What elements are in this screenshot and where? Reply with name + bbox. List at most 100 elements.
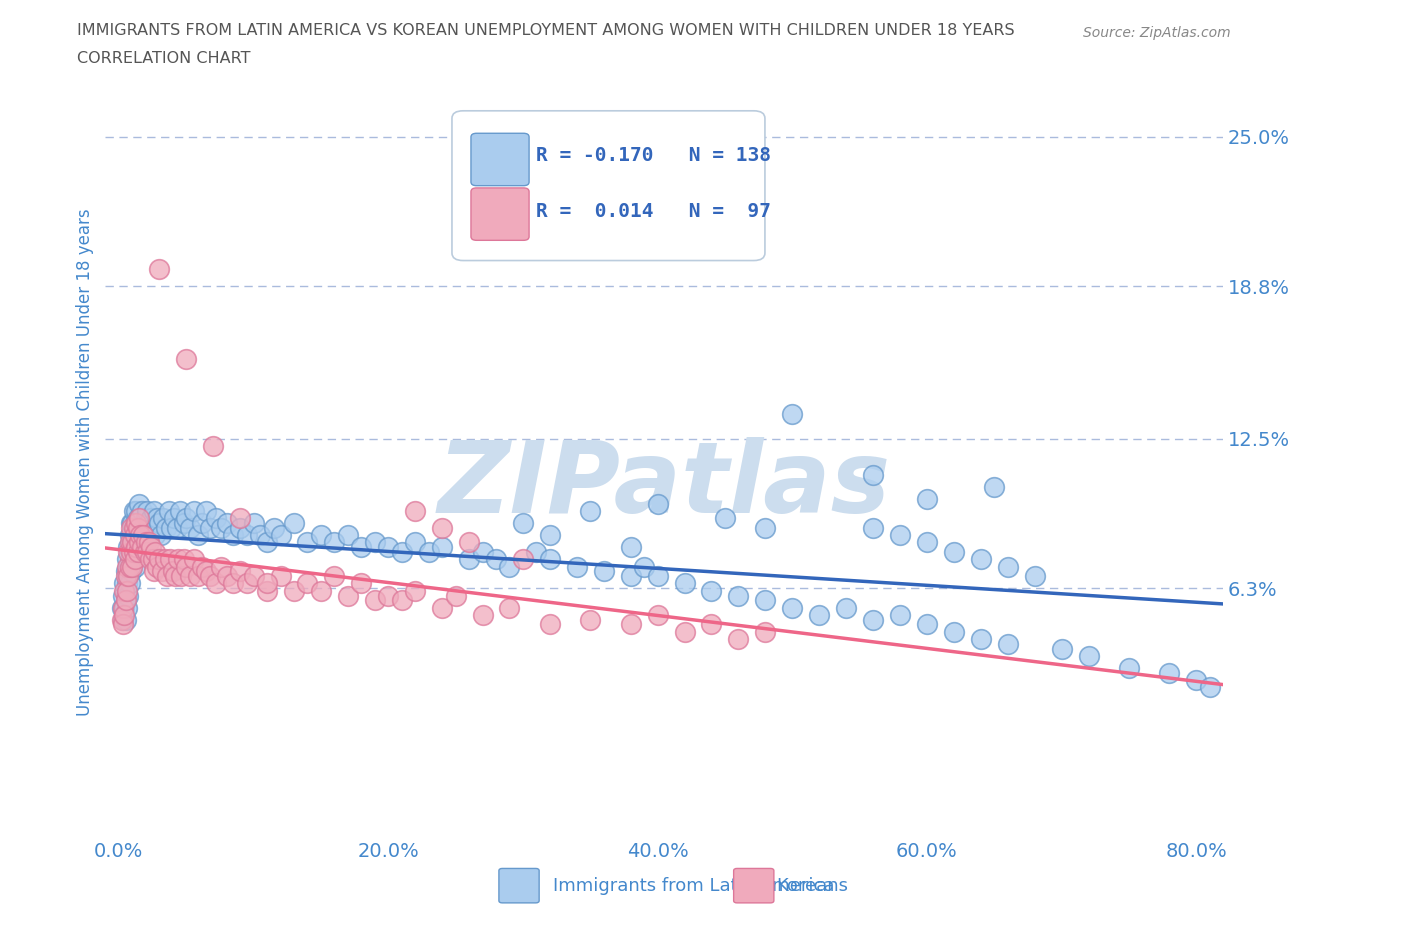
- Point: [1159, 665, 1181, 680]
- Point: [173, 515, 195, 530]
- Point: [131, 503, 153, 518]
- Text: Source: ZipAtlas.com: Source: ZipAtlas.com: [1083, 26, 1230, 40]
- Point: [323, 569, 346, 584]
- Point: [215, 569, 238, 584]
- Point: [142, 551, 165, 566]
- Point: [141, 511, 163, 525]
- Point: [121, 559, 143, 574]
- Point: [256, 576, 278, 591]
- Point: [167, 551, 190, 566]
- Point: [114, 564, 136, 578]
- Point: [780, 600, 803, 615]
- Point: [124, 527, 146, 542]
- Point: [110, 612, 132, 627]
- Point: [404, 583, 426, 598]
- Point: [242, 569, 264, 584]
- Point: [808, 607, 831, 622]
- Point: [1118, 660, 1140, 675]
- Point: [297, 576, 319, 591]
- Point: [256, 535, 278, 550]
- Point: [122, 545, 145, 560]
- Point: [942, 624, 965, 639]
- Point: [364, 593, 387, 608]
- Point: [538, 617, 561, 631]
- Point: [136, 503, 159, 518]
- Point: [498, 559, 520, 574]
- Point: [135, 511, 157, 525]
- Point: [128, 535, 150, 550]
- Point: [526, 545, 548, 560]
- Point: [127, 511, 149, 525]
- Point: [174, 559, 197, 574]
- Point: [187, 569, 209, 584]
- Point: [309, 527, 332, 542]
- Point: [270, 527, 292, 542]
- Point: [111, 588, 134, 603]
- Point: [128, 497, 150, 512]
- Point: [647, 497, 669, 512]
- Point: [112, 583, 135, 598]
- Point: [458, 535, 481, 550]
- Point: [391, 593, 413, 608]
- Text: Koreans: Koreans: [776, 877, 848, 895]
- Point: [112, 576, 135, 591]
- Point: [129, 535, 152, 550]
- Point: [121, 515, 143, 530]
- Point: [889, 607, 911, 622]
- Point: [124, 515, 146, 530]
- Point: [138, 535, 160, 550]
- Point: [160, 521, 183, 536]
- Point: [166, 521, 188, 536]
- Text: IMMIGRANTS FROM LATIN AMERICA VS KOREAN UNEMPLOYMENT AMONG WOMEN WITH CHILDREN U: IMMIGRANTS FROM LATIN AMERICA VS KOREAN …: [77, 23, 1015, 38]
- Point: [143, 527, 166, 542]
- Point: [202, 438, 225, 453]
- Point: [152, 511, 174, 525]
- Point: [139, 527, 162, 542]
- Point: [647, 607, 669, 622]
- Point: [174, 511, 197, 525]
- Point: [997, 636, 1019, 651]
- Point: [430, 539, 453, 554]
- Point: [115, 583, 138, 598]
- Point: [512, 515, 534, 530]
- Point: [127, 545, 149, 560]
- Point: [159, 551, 181, 566]
- Point: [364, 535, 387, 550]
- Point: [191, 559, 214, 574]
- Point: [297, 535, 319, 550]
- Point: [127, 521, 149, 536]
- Point: [173, 551, 195, 566]
- Point: [122, 503, 145, 518]
- Point: [150, 564, 173, 578]
- Point: [120, 521, 142, 536]
- Point: [141, 539, 163, 554]
- Point: [118, 535, 141, 550]
- Point: [498, 600, 520, 615]
- Point: [229, 564, 252, 578]
- Point: [997, 559, 1019, 574]
- Point: [283, 515, 305, 530]
- Point: [135, 535, 157, 550]
- Point: [404, 503, 426, 518]
- Point: [620, 569, 643, 584]
- Point: [1198, 680, 1220, 695]
- Point: [915, 491, 938, 506]
- Point: [115, 576, 138, 591]
- Point: [125, 539, 148, 554]
- Point: [127, 539, 149, 554]
- Point: [183, 551, 205, 566]
- Point: [565, 559, 588, 574]
- Point: [187, 527, 209, 542]
- Point: [111, 612, 134, 627]
- Text: R = -0.170   N = 138: R = -0.170 N = 138: [536, 146, 770, 166]
- Point: [183, 503, 205, 518]
- Point: [142, 564, 165, 578]
- Point: [136, 545, 159, 560]
- Point: [139, 551, 162, 566]
- Point: [118, 576, 141, 591]
- Point: [149, 527, 172, 542]
- Y-axis label: Unemployment Among Women with Children Under 18 years: Unemployment Among Women with Children U…: [76, 209, 94, 716]
- Point: [118, 551, 141, 566]
- Point: [148, 551, 170, 566]
- Point: [404, 535, 426, 550]
